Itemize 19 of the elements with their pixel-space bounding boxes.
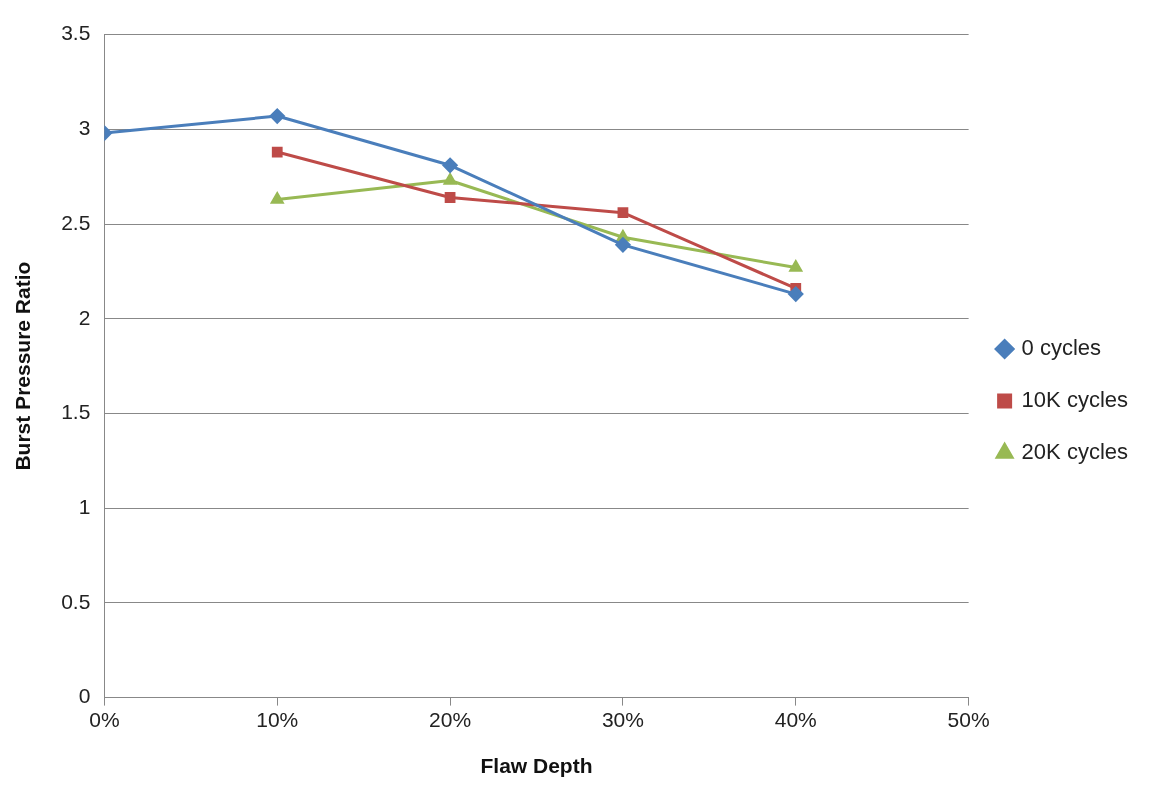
y-tick-label: 2	[78, 305, 91, 329]
x-tick-label: 40%	[774, 708, 817, 731]
y-tick-label: 1	[78, 494, 91, 518]
y-axis-title: Burst Pressure Ratio	[11, 261, 35, 471]
y-tick-label: 0.5	[61, 589, 91, 613]
y-tick-label: 1.5	[61, 400, 91, 424]
x-tick-label: 30%	[601, 708, 644, 731]
legend-label: 0 cycles	[1021, 335, 1102, 361]
y-tick-label: 3	[78, 116, 91, 140]
legend-label: 10K cycles	[1021, 387, 1129, 413]
x-tick-label: 20%	[429, 708, 472, 731]
x-tick-label: 50%	[947, 708, 990, 731]
x-axis-title: Flaw Depth	[480, 754, 593, 778]
y-tick-label: 0	[78, 684, 91, 708]
x-tick-label: 0%	[89, 708, 120, 731]
y-tick-label: 3.5	[61, 21, 91, 45]
y-tick-label: 2.5	[61, 210, 91, 234]
legend-label: 20K cycles	[1021, 439, 1129, 465]
x-tick-label: 10%	[256, 708, 299, 731]
